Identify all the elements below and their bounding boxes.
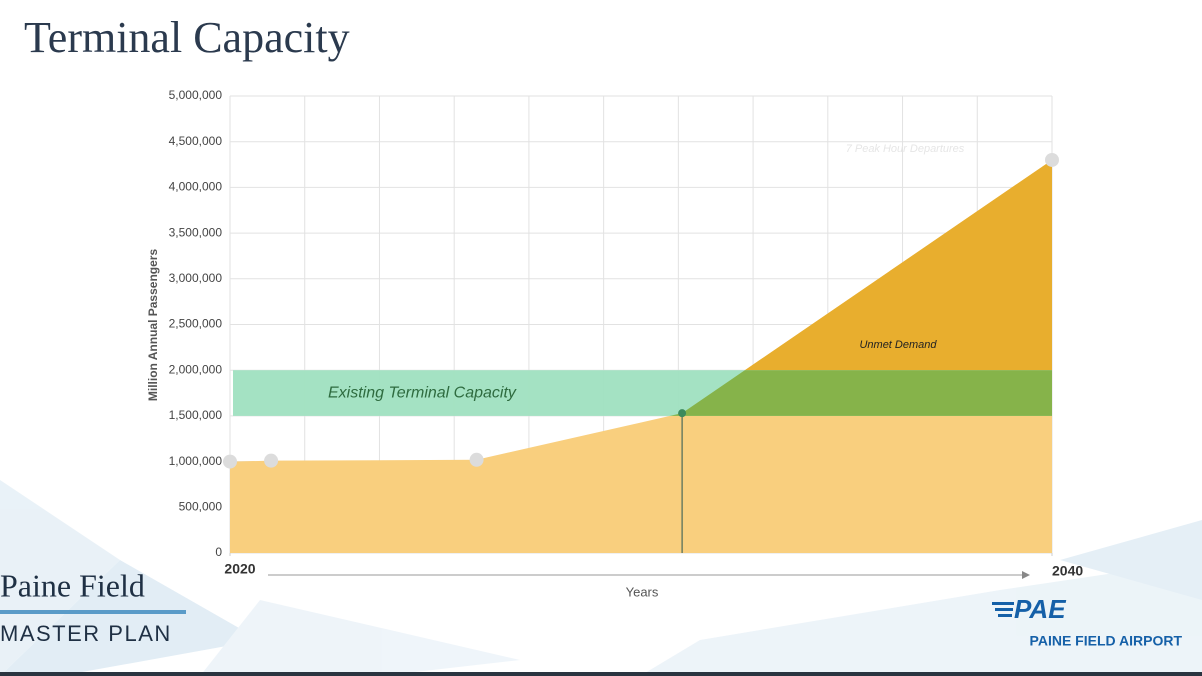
unmet-demand-area	[744, 159, 1052, 371]
airport-name: PAINE FIELD AIRPORT	[1030, 633, 1183, 649]
capacity-label: Existing Terminal Capacity	[328, 384, 517, 401]
y-tick-label: 4,000,000	[169, 180, 223, 194]
y-axis-label: Million Annual Passengers	[146, 249, 160, 402]
bottom-bar	[0, 672, 1202, 676]
x-axis-label: Years	[626, 584, 659, 599]
annotation: Unmet Demand	[859, 339, 937, 351]
airport-logo: PAE	[992, 594, 1066, 624]
point-marker	[1045, 152, 1059, 167]
y-tick-label: 2,000,000	[169, 362, 223, 376]
point-marker	[469, 452, 484, 467]
brand-rule	[0, 610, 186, 614]
y-tick-label: 1,500,000	[169, 408, 223, 422]
demand-area	[230, 159, 1052, 554]
y-tick-label: 3,500,000	[169, 225, 223, 239]
brand-name: Paine Field	[0, 567, 145, 603]
y-tick-label: 3,000,000	[169, 271, 223, 285]
y-tick-label: 5,000,000	[169, 88, 223, 102]
y-tick-label: 0	[215, 545, 222, 559]
background-facets	[0, 480, 1202, 676]
x-axis-arrowhead	[1022, 571, 1030, 579]
crossing-marker	[678, 409, 687, 418]
slide-title: Terminal Capacity	[24, 13, 350, 62]
point-marker	[264, 453, 279, 468]
x-tick-label: 2040	[1052, 563, 1083, 579]
x-tick-label: 2020	[224, 561, 255, 577]
chart: 0 500,000 1,000,000 1,500,000 2,000,000 2,500…	[146, 88, 1083, 599]
y-tick-label: 1,000,000	[169, 454, 223, 468]
brand-subtitle: MASTER PLAN	[0, 621, 172, 646]
annotation: 7 Peak Hour Departures	[846, 143, 965, 155]
y-tick-label: 2,500,000	[169, 317, 223, 331]
point-marker	[223, 454, 237, 469]
y-tick-label: 4,500,000	[169, 134, 223, 148]
logo-text: PAE	[1014, 594, 1066, 624]
y-tick-label: 500,000	[179, 499, 223, 513]
